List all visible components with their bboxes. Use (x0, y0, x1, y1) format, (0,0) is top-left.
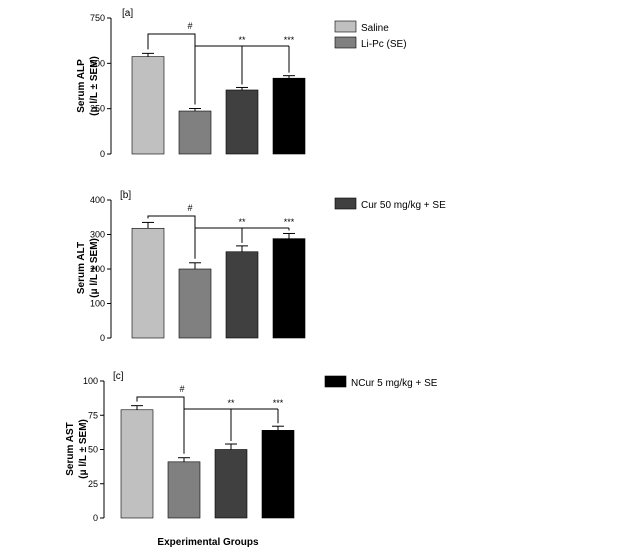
significance-double-star: ** (227, 398, 235, 408)
bar-4 (261, 430, 295, 519)
bar-4 (272, 238, 306, 339)
y-axis-title-line2: (μ l/L ± SEM) (89, 56, 100, 116)
y-tick-label: 300 (90, 230, 105, 240)
significance-hash: # (187, 21, 192, 31)
y-axis-title-line2: (μ l/L ± SEM) (89, 238, 100, 298)
bar-4 (272, 77, 306, 155)
significance-hash: # (179, 384, 184, 394)
bar-1 (131, 56, 165, 155)
legend-swatch (334, 20, 357, 33)
bar-2 (167, 461, 201, 519)
legend-swatch (334, 197, 357, 210)
panel-2: 0 100 200 300 400 [b] Serum ALT (μ l/L ± SEM) # *… (76, 190, 306, 343)
x-axis-title: Experimental Groups (157, 537, 259, 548)
significance-triple-star: *** (273, 398, 284, 408)
bar-3 (225, 251, 259, 339)
y-axis-title-line1: Serum ALT (76, 242, 87, 294)
y-tick-label: 0 (93, 513, 98, 523)
legend-label: NCur 5 mg/kg + SE (351, 378, 438, 389)
bar-3 (214, 449, 248, 519)
y-tick-label: 0 (100, 149, 105, 159)
y-tick-label: 100 (83, 376, 98, 386)
panel-label: [b] (120, 190, 131, 201)
panel-label: [a] (122, 8, 133, 19)
significance-hash: # (187, 203, 192, 213)
y-axis-title: Serum ALT (μ l/L ± SEM) (76, 238, 100, 298)
y-tick-label: 400 (90, 195, 105, 205)
legend-label: Li-Pc (SE) (361, 39, 407, 50)
significance-triple-star: *** (284, 35, 295, 45)
bar-2 (178, 110, 212, 155)
significance-double-star: ** (238, 35, 246, 45)
y-tick-label: 250 (90, 104, 105, 114)
bar-3 (225, 89, 259, 155)
significance-bracket-hash (136, 396, 185, 454)
significance-bracket-hash (147, 33, 196, 105)
legend-swatch (324, 375, 347, 388)
y-tick-label: 500 (90, 58, 105, 68)
y-tick-label: 200 (90, 264, 105, 274)
y-tick-label: 100 (90, 299, 105, 309)
y-tick-label: 0 (100, 333, 105, 343)
legend-swatch (334, 36, 357, 49)
legend-label: Cur 50 mg/kg + SE (361, 200, 446, 211)
y-tick-label: 75 (88, 410, 98, 420)
y-axis-title-line2: (μ l/L ± SEM) (78, 419, 89, 479)
legend-label: Saline (361, 23, 389, 34)
panel-label: [c] (113, 371, 124, 382)
bar-2 (178, 268, 212, 339)
y-axis-title: Serum ALP (μ l/L ± SEM) (76, 56, 100, 116)
y-tick-label: 50 (88, 445, 98, 455)
bar-1 (120, 409, 154, 519)
y-axis-title: Serum AST (μ l/L ± SEM) (65, 419, 89, 479)
significance-double-star: ** (238, 217, 246, 227)
y-axis-title-line1: Serum AST (65, 422, 76, 476)
bar-1 (131, 227, 165, 339)
significance-bracket-hash (147, 215, 196, 259)
y-tick-label: 750 (90, 13, 105, 23)
y-tick-label: 25 (88, 479, 98, 489)
significance-triple-star: *** (284, 217, 295, 227)
y-axis-title-line1: Serum ALP (76, 59, 87, 113)
